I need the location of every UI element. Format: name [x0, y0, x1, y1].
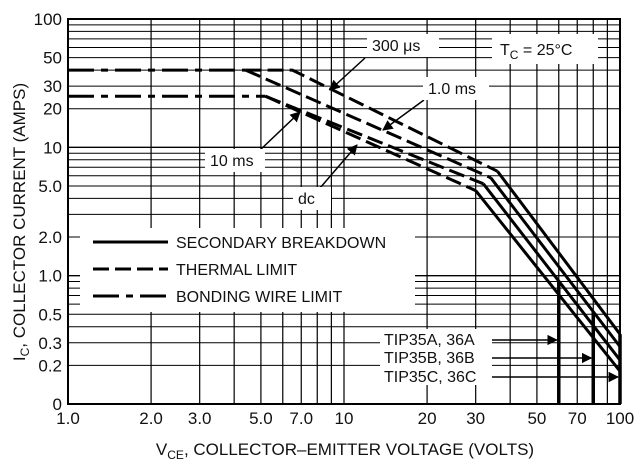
y-tick-label: 50 — [43, 49, 62, 68]
x-tick-label: 10 — [335, 409, 354, 428]
secondary-breakdown-curve — [482, 182, 622, 362]
pulse-duration-label: 1.0 ms — [428, 81, 476, 98]
secondary-breakdown-curve — [474, 189, 622, 373]
legend-entry-label: THERMAL LIMIT — [176, 262, 297, 279]
y-tick-label: 20 — [43, 100, 62, 119]
y-tick-label: 2.0 — [38, 228, 62, 247]
y-tick-label: 0.3 — [38, 334, 62, 353]
legend-entry-label: SECONDARY BREAKDOWN — [176, 235, 386, 252]
pulse-label-box — [293, 187, 331, 210]
x-tick-label: 70 — [568, 409, 587, 428]
x-tick-label: 20 — [418, 409, 437, 428]
curves — [68, 68, 622, 404]
tick-labels: 1.0 2.0 3.0 5.0 7.0 10 20 30 50 70 100 100 50 30 20 10 5… — [34, 10, 635, 428]
pulse-duration-label: 300 μs — [372, 38, 420, 55]
y-tick-label: 30 — [43, 77, 62, 96]
secondary-breakdown-curve — [496, 170, 622, 336]
thermal-limit-curve — [265, 94, 484, 186]
pulse-label-leader — [329, 57, 366, 91]
pulse-label-box — [205, 149, 265, 172]
temperature-condition: TC = 25°C — [500, 42, 572, 62]
thermal-limit-curve — [245, 68, 499, 173]
plot-frame — [67, 18, 621, 405]
y-tick-label: 0 — [53, 395, 62, 414]
pulse-duration-label: 10 ms — [210, 153, 254, 170]
condition-box — [492, 34, 598, 64]
pulse-label-box — [367, 34, 439, 57]
y-tick-label: 1.0 — [38, 267, 62, 286]
y-tick-label: 10 — [43, 138, 62, 157]
pulse-duration-label: dc — [298, 191, 315, 208]
x-axis-label: VCE, COLLECTOR–EMITTER VOLTAGE (VOLTS) — [156, 440, 534, 462]
x-tick-label: 30 — [466, 409, 485, 428]
part-number-label: TIP35B, 36B — [384, 350, 475, 367]
y-tick-label: 100 — [34, 10, 62, 29]
part-number-label: TIP35C, 36C — [384, 369, 476, 386]
thermal-limit-curve — [264, 94, 477, 192]
part-number-label: TIP35A, 36A — [384, 332, 475, 349]
pulse-label-leader — [257, 111, 301, 153]
x-tick-label: 7.0 — [289, 409, 313, 428]
y-tick-label: 5.0 — [38, 177, 62, 196]
part-label-box — [380, 329, 492, 348]
x-tick-label: 2.0 — [139, 409, 163, 428]
x-tick-label: 1.0 — [56, 409, 80, 428]
thermal-limit-curve — [244, 68, 492, 180]
pulse-label-leader — [319, 144, 358, 189]
pulse-label-leader — [382, 99, 425, 131]
secondary-breakdown-curve — [489, 176, 622, 348]
legend: SECONDARY BREAKDOWN THERMAL LIMIT BONDING … — [93, 235, 386, 306]
x-tick-label: 100 — [606, 409, 634, 428]
y-tick-label: 0.2 — [38, 356, 62, 375]
x-tick-label: 3.0 — [188, 409, 212, 428]
legend-entry-label: BONDING WIRE LIMIT — [176, 289, 342, 306]
x-tick-label: 5.0 — [249, 409, 273, 428]
x-tick-label: 50 — [527, 409, 546, 428]
y-tick-label: 0.5 — [38, 305, 62, 324]
part-label-box — [380, 347, 492, 366]
pulse-label-box — [423, 77, 489, 100]
part-label-box — [380, 366, 492, 385]
y-axis-label: IC, COLLECTOR CURRENT (AMPS) — [10, 83, 32, 361]
